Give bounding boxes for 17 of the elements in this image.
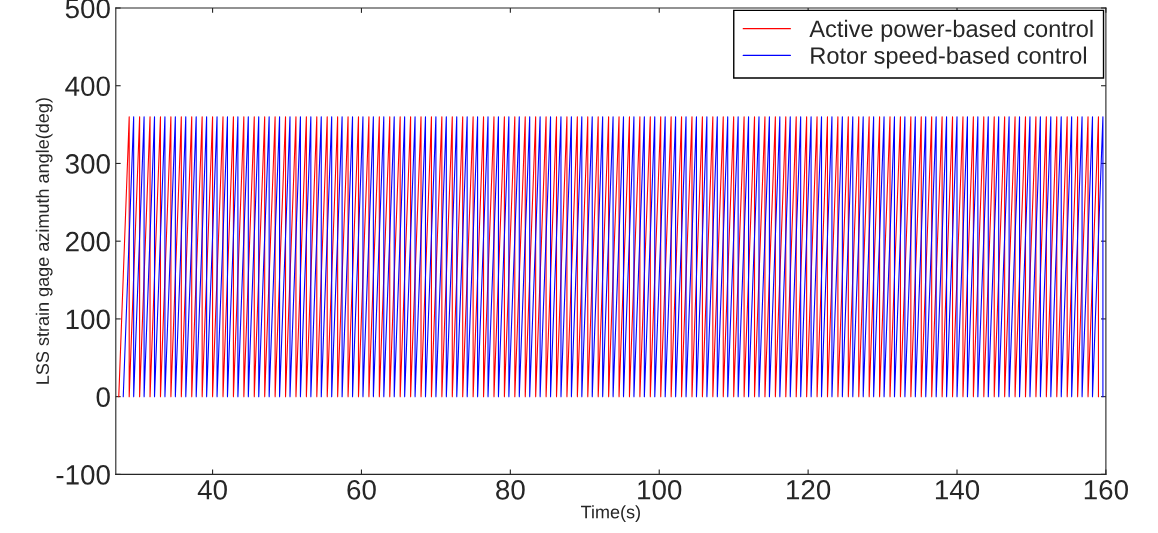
x-tick-label: 160 [1084, 479, 1128, 500]
x-tick-label: 100 [638, 479, 682, 500]
x-tick-label: 140 [935, 479, 980, 500]
y-tick-label: -100 [56, 465, 110, 485]
x-tick-label: 60 [347, 479, 376, 500]
x-tick-label: 80 [496, 479, 525, 500]
x-axis-title: Time(s) [581, 505, 640, 522]
legend-label: Active power-based control [809, 19, 1093, 42]
y-axis-title: LSS strain gage azimuth angle(deg) [35, 98, 53, 384]
y-tick-label: 0 [96, 387, 110, 407]
y-tick-label: 300 [65, 154, 110, 174]
y-tick-label: 400 [65, 76, 110, 97]
y-tick-label: 200 [66, 231, 110, 252]
x-tick-label: 120 [787, 479, 831, 500]
x-tick-label: 40 [197, 479, 227, 500]
legend-label: Rotor speed-based control [811, 46, 1086, 69]
y-tick-label: 100 [66, 309, 110, 330]
